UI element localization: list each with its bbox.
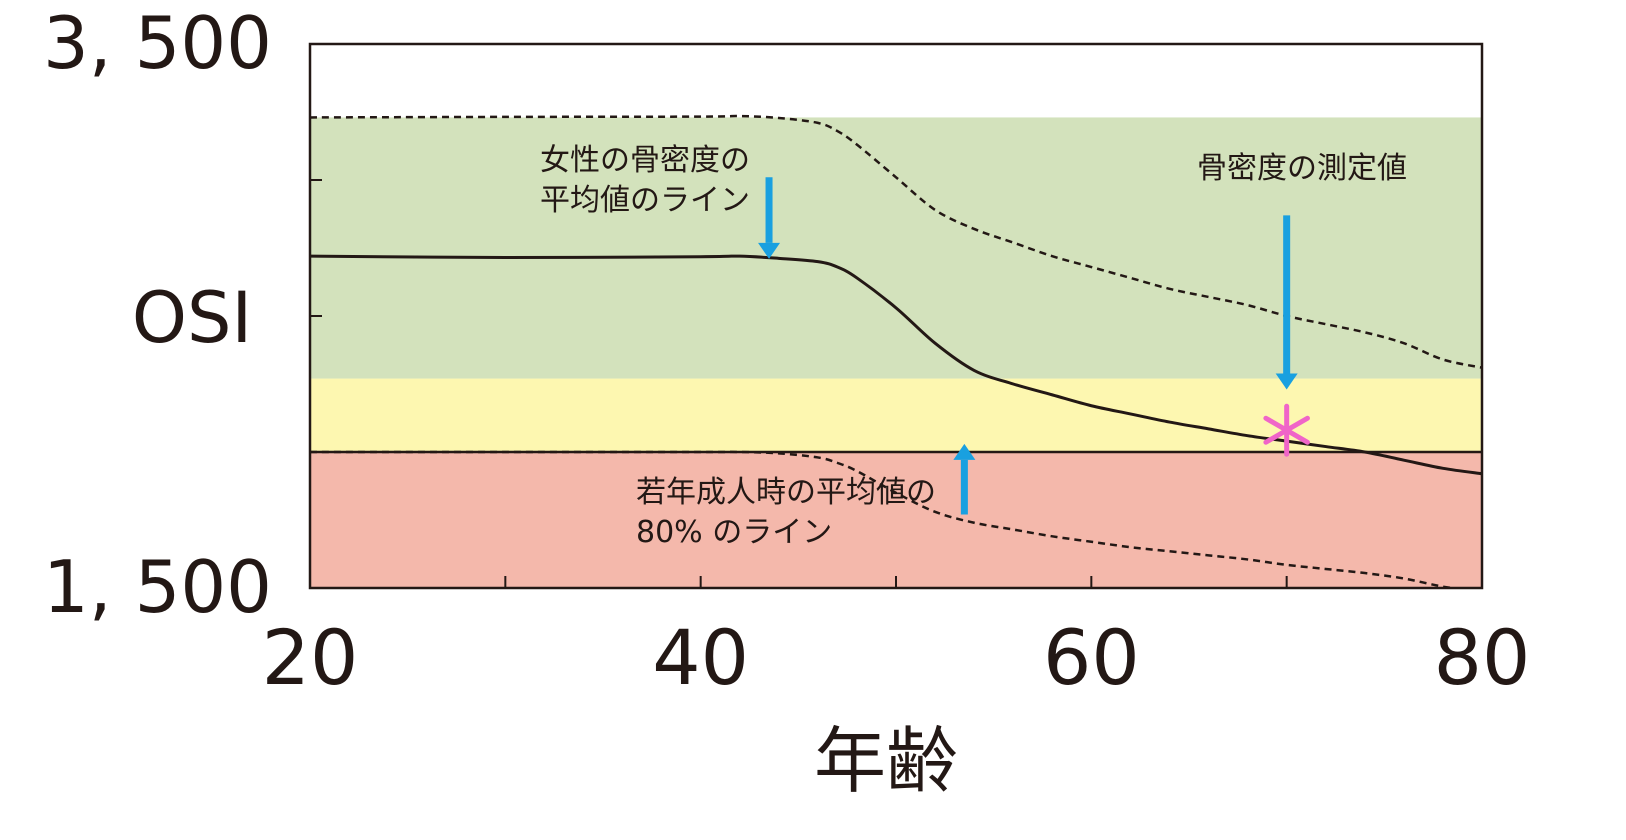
band-0 — [310, 452, 1482, 588]
annotation-text: 平均値のライン — [540, 183, 750, 218]
x-tick-labels: 20 40 60 80 — [262, 613, 1531, 702]
y-tick-label: 3, 500 — [43, 1, 272, 85]
plot-frame — [308, 42, 1484, 590]
measured-point-marker — [1263, 403, 1310, 457]
annotation-text: 若年成人時の平均値の — [636, 475, 936, 510]
asterisk-stroke — [1263, 415, 1310, 445]
annotation-arrows — [758, 177, 1298, 515]
annotation-text: 女性の骨密度の — [540, 143, 750, 178]
y-axis-label: OSI — [132, 277, 252, 359]
series-line-1 — [310, 114, 1482, 369]
annotation-arrow-head — [953, 443, 976, 460]
zone-bands — [310, 117, 1482, 588]
annotation-text: 骨密度の測定値 — [1197, 151, 1407, 186]
x-tick-label: 20 — [262, 613, 359, 702]
x-axis-label: 年齢 — [814, 719, 958, 803]
annotation-text: 80% のライン — [636, 515, 832, 550]
y-tick-labels: 3, 500 1, 500 — [43, 1, 272, 629]
x-tick-label: 60 — [1043, 613, 1140, 702]
series-line-0 — [310, 254, 1482, 476]
annotation-arrow-head — [758, 242, 781, 259]
annotation-arrow-head — [1275, 373, 1298, 390]
y-tick-label: 1, 500 — [43, 545, 272, 629]
x-tick-label: 40 — [652, 613, 749, 702]
x-tick-label: 80 — [1434, 613, 1531, 702]
